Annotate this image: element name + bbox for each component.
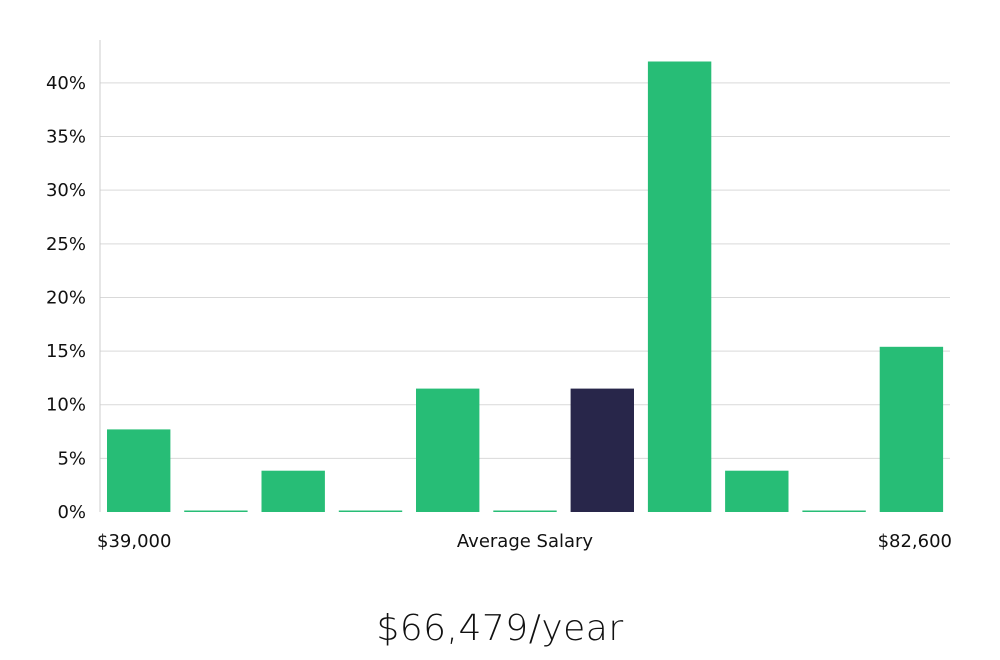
y-tick-label: 15% [46,341,86,362]
bar [261,470,325,512]
y-tick-label: 5% [57,448,86,469]
salary-distribution-chart: 0% 5% 10% 15% 20% 25% 30% 35% 40% $39,000 Averag… [46,40,952,552]
y-tick-label: 0% [57,502,86,523]
bar [107,429,171,512]
bar [879,346,944,512]
bar-average-salary [570,388,634,512]
y-tick-label: 10% [46,395,86,416]
bar [725,470,789,512]
x-max-label: $82,600 [878,531,952,552]
y-tick-label: 30% [46,180,86,201]
x-center-label: Average Salary [457,531,594,552]
bars [107,61,944,512]
y-tick-label: 35% [46,127,86,148]
y-tick-label: 20% [46,287,86,308]
gridlines [100,82,950,459]
bar [338,510,403,512]
bar [184,510,248,512]
bar [416,388,480,512]
bar [647,61,712,512]
bar [802,510,866,512]
x-min-label: $39,000 [97,531,171,552]
y-tick-label: 40% [46,73,86,94]
average-salary-value: $66,479/year [376,608,624,649]
y-tick-label: 25% [46,234,86,255]
bar [493,510,557,512]
y-axis-ticks: 0% 5% 10% 15% 20% 25% 30% 35% 40% [46,73,86,523]
